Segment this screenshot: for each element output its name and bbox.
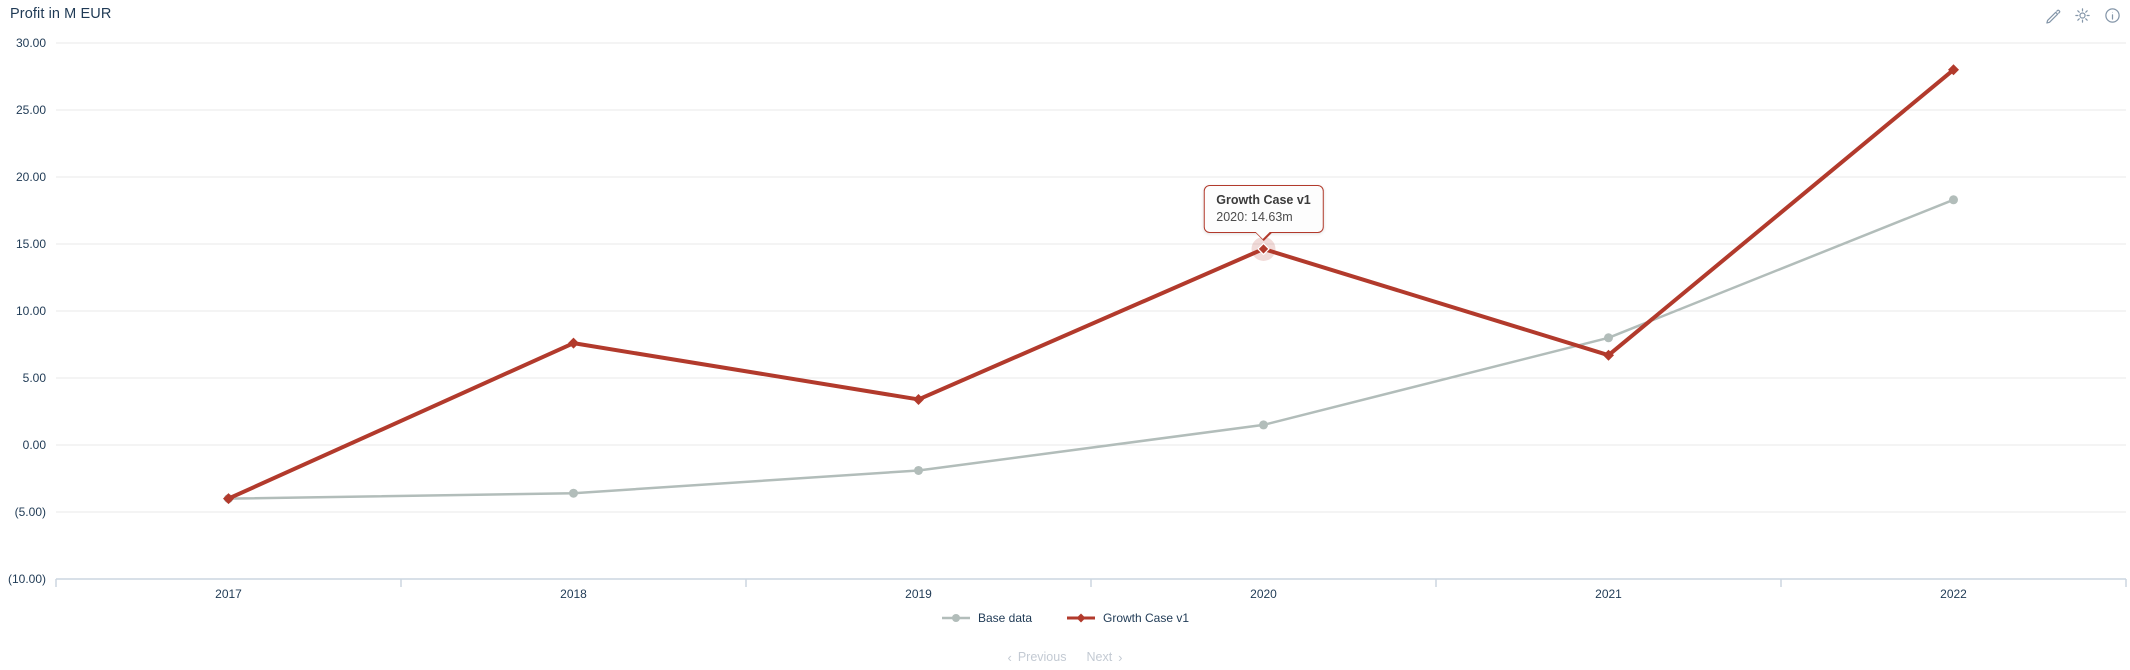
legend-item-base-data[interactable]: Base data — [941, 611, 1032, 625]
x-axis-label: 2020 — [1250, 587, 1277, 601]
series-line-growth-case — [226, 67, 1956, 501]
tooltip: Growth Case v1 2020: 14.63m — [1203, 184, 1324, 241]
data-point-base-data[interactable] — [569, 488, 578, 498]
legend-label: Growth Case v1 — [1103, 611, 1190, 625]
data-point-base-data[interactable] — [914, 465, 923, 475]
chart-legend: Base data Growth Case v1 — [0, 611, 2130, 625]
chart-title: Profit in M EUR — [10, 6, 112, 22]
x-axis-label: 2021 — [1595, 587, 1622, 601]
data-point-growth-case[interactable] — [568, 337, 579, 349]
data-point-base-data[interactable] — [1604, 333, 1613, 343]
y-axis-label: 20.00 — [16, 170, 46, 184]
y-axis-label: 15.00 — [16, 237, 46, 251]
line-chart-plot-area[interactable]: 30.00 25.00 20.00 15.00 10.00 5.00 0.00 (5.00) (… — [0, 0, 2130, 608]
next-label: Next — [1086, 650, 1113, 664]
x-axis-label: 2019 — [905, 587, 932, 601]
legend-label: Base data — [977, 611, 1032, 625]
data-point-growth-case[interactable] — [1948, 64, 1959, 76]
chevron-left-icon: ‹ — [1007, 649, 1012, 665]
data-point-growth-case[interactable] — [223, 493, 234, 505]
growth-case-marker-icon — [1066, 612, 1096, 624]
y-axis-label: 5.00 — [23, 371, 47, 385]
edit-icon[interactable] — [2044, 7, 2061, 24]
y-axis-label: (10.00) — [8, 572, 46, 586]
base-data-marker-icon — [941, 612, 971, 624]
tooltip-series-name: Growth Case v1 — [1216, 192, 1311, 207]
y-axis-label: 30.00 — [16, 36, 46, 50]
next-button[interactable]: Next › — [1086, 650, 1122, 664]
data-point-base-data[interactable] — [1259, 420, 1268, 430]
y-axis-label: 25.00 — [16, 103, 46, 117]
legend-item-growth-case-v1[interactable]: Growth Case v1 — [1066, 611, 1189, 625]
series-line-base-data — [227, 198, 1955, 500]
tooltip-value: 2020: 14.63m — [1216, 209, 1293, 224]
widget-toolbar — [2044, 7, 2121, 24]
y-axis-label: 0.00 — [23, 438, 47, 452]
chevron-right-icon: › — [1118, 649, 1123, 665]
previous-button[interactable]: ‹ Previous — [1007, 650, 1066, 664]
x-axis-label: 2022 — [1940, 587, 1967, 601]
pagination: ‹ Previous Next › — [0, 650, 2130, 664]
x-axis-label: 2018 — [560, 587, 587, 601]
y-axis-label: 10.00 — [16, 304, 46, 318]
data-point-growth-case[interactable] — [913, 393, 924, 405]
y-axis-label: (5.00) — [15, 505, 46, 519]
data-point-growth-case[interactable] — [1257, 242, 1270, 256]
info-icon[interactable] — [2104, 7, 2121, 24]
x-axis-label: 2017 — [215, 587, 242, 601]
previous-label: Previous — [1017, 650, 1067, 664]
data-point-growth-case[interactable] — [1603, 349, 1614, 361]
settings-icon[interactable] — [2074, 7, 2091, 24]
data-point-base-data[interactable] — [1949, 195, 1958, 205]
